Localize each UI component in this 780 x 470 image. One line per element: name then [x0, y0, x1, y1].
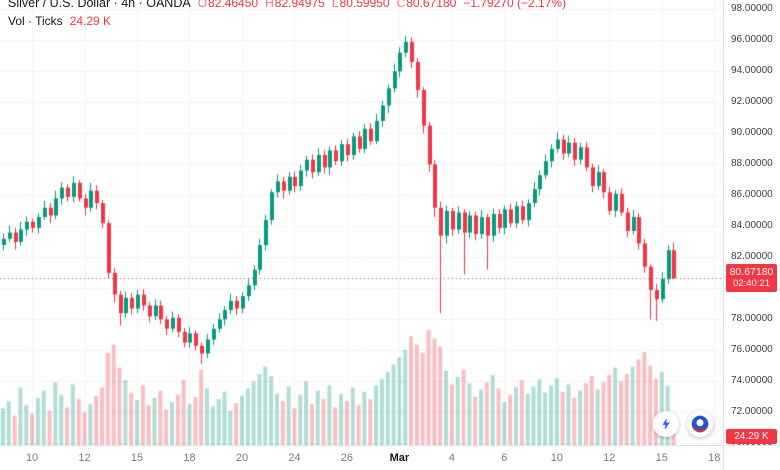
- price-axis-label: 92.00000: [731, 96, 773, 108]
- price-axis[interactable]: 80.67180 02:40:21 24.29 K 98.00000 96.000…: [723, 0, 780, 448]
- time-axis-label: 20: [235, 452, 249, 464]
- time-axis-label: 26: [340, 452, 354, 464]
- time-axis-label: Mar: [389, 452, 410, 464]
- price-axis-label: 90.00000: [731, 127, 773, 139]
- time-axis-label: 15: [130, 452, 144, 464]
- candlestick-chart-canvas[interactable]: [0, 0, 723, 445]
- price-axis-label: 76.00000: [731, 344, 773, 356]
- ohlc-high: H82.94975: [265, 0, 325, 10]
- chart-legend: Silver / U.S. Dollar · 4h · OANDA O82.46…: [8, 0, 566, 28]
- time-axis-label: 12: [603, 452, 616, 464]
- last-price-value: 80.67180: [729, 265, 774, 278]
- time-axis-label: 18: [708, 452, 721, 464]
- bar-countdown: 02:40:21: [733, 277, 770, 289]
- time-axis-label: 12: [78, 452, 91, 464]
- chart-pane: Silver / U.S. Dollar · 4h · OANDA O82.46…: [0, 0, 723, 445]
- time-axis-label: 10: [25, 452, 39, 464]
- price-axis-label: 72.00000: [731, 406, 773, 418]
- ohlc-close: C80.67180: [396, 0, 457, 10]
- volume-legend-row: Vol · Ticks 24.29 K: [8, 14, 566, 28]
- ohlc-open: O82.46450: [197, 0, 259, 10]
- time-axis-label: 6: [501, 452, 508, 464]
- price-axis-label: 94.00000: [731, 65, 773, 77]
- volume-badge: 24.29 K: [726, 429, 777, 444]
- price-axis-label: 78.00000: [731, 313, 773, 325]
- lightning-icon: [662, 418, 670, 430]
- price-axis-label: 96.00000: [731, 34, 773, 46]
- boost-button[interactable]: [653, 411, 679, 437]
- volume-indicator-label[interactable]: Vol · Ticks: [8, 14, 63, 28]
- floating-action-buttons: [653, 411, 713, 437]
- price-axis-label: 86.00000: [731, 189, 773, 201]
- symbol-legend-row: Silver / U.S. Dollar · 4h · OANDA O82.46…: [8, 0, 566, 10]
- price-change: −1.79270 (−2.17%): [463, 0, 567, 10]
- time-axis-label: 24: [288, 452, 301, 464]
- price-axis-label: 74.00000: [731, 375, 773, 387]
- price-axis-label: 84.00000: [731, 220, 773, 232]
- time-axis-label: 10: [550, 452, 563, 464]
- last-price-badge: 80.67180 02:40:21: [726, 263, 777, 292]
- ohlc-low: L80.59950: [331, 0, 390, 10]
- broker-logo-icon: [691, 415, 709, 433]
- price-axis-label: 88.00000: [731, 158, 773, 170]
- price-axis-label: 82.00000: [731, 251, 773, 263]
- volume-indicator-value: 24.29 K: [69, 14, 112, 28]
- time-axis-label: 15: [655, 452, 668, 464]
- symbol-title[interactable]: Silver / U.S. Dollar · 4h · OANDA: [8, 0, 191, 10]
- price-axis-label: 98.00000: [731, 3, 773, 15]
- time-axis[interactable]: 10 12 15 18 20 24 26 Mar 4 6 10 12 15 18: [0, 445, 723, 470]
- time-axis-label: 18: [183, 452, 196, 464]
- broker-logo-button[interactable]: [687, 411, 713, 437]
- axis-corner: [723, 445, 780, 470]
- time-axis-label: 4: [448, 452, 455, 464]
